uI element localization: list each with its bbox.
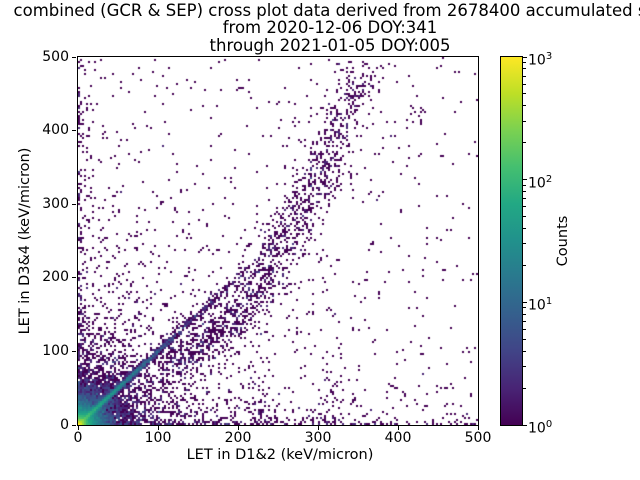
colorbar-minor-tick (523, 320, 526, 322)
colorbar-minor-tick (523, 105, 526, 107)
y-tick-label: 0 (60, 416, 69, 433)
y-tick (72, 424, 76, 426)
colorbar-tick-label: 102 (528, 173, 553, 192)
colorbar-major-tick (523, 179, 527, 181)
y-tick-label: 200 (42, 269, 69, 286)
colorbar-minor-tick (523, 184, 526, 186)
y-axis-label: LET in D3&4 (keV/micron) (17, 147, 33, 335)
hist2d-canvas (78, 57, 478, 425)
x-tick (237, 426, 239, 430)
colorbar-tick-label: 100 (528, 419, 553, 437)
x-tick (157, 426, 159, 430)
y-tick (72, 130, 76, 132)
colorbar-minor-tick (523, 83, 526, 85)
x-tick (77, 426, 79, 430)
colorbar-major-tick (523, 301, 527, 303)
colorbar-minor-tick (523, 142, 526, 144)
colorbar-minor-tick (523, 365, 526, 367)
x-tick-label: 0 (73, 430, 83, 446)
colorbar-minor-tick (523, 243, 526, 245)
chart-title: combined (GCR & SEP) cross plot data der… (13, 1, 640, 20)
colorbar-minor-tick (523, 350, 526, 352)
y-tick (72, 350, 76, 352)
x-tick-label: 100 (144, 430, 172, 446)
colorbar-minor-tick (523, 313, 526, 315)
colorbar-minor-tick (523, 307, 526, 309)
y-tick-label: 400 (42, 122, 69, 139)
colorbar-minor-tick (523, 62, 526, 64)
colorbar (500, 56, 523, 426)
y-tick-label: 100 (42, 342, 69, 359)
colorbar-gradient (501, 57, 522, 425)
colorbar-tick-label: 101 (528, 296, 553, 314)
x-axis-label: LET in D1&2 (keV/micron) (186, 447, 374, 463)
colorbar-minor-tick (523, 75, 526, 77)
chart-title-block: combined (GCR & SEP) cross plot data der… (13, 1, 640, 55)
y-tick (72, 203, 76, 205)
colorbar-minor-tick (523, 93, 526, 95)
x-tick-label: 500 (464, 430, 492, 446)
colorbar-tick-label: 103 (528, 51, 553, 69)
x-tick (477, 426, 479, 430)
x-tick (397, 426, 399, 430)
x-tick-label: 400 (384, 430, 412, 446)
x-tick-label: 300 (304, 430, 332, 446)
colorbar-minor-tick (523, 329, 526, 331)
colorbar-minor-tick (523, 68, 526, 70)
colorbar-major-tick (523, 424, 527, 426)
y-tick-label: 500 (42, 48, 69, 65)
colorbar-minor-tick (523, 206, 526, 208)
plot-frame (77, 56, 479, 426)
colorbar-minor-tick (523, 191, 526, 193)
colorbar-label: Counts (555, 215, 571, 267)
chart-subtitle-through: through 2021-01-05 DOY:005 (209, 35, 451, 55)
colorbar-minor-tick (523, 198, 526, 200)
x-tick-label: 200 (224, 430, 252, 446)
colorbar-minor-tick (523, 227, 526, 229)
x-tick (317, 426, 319, 430)
colorbar-minor-tick (523, 216, 526, 218)
colorbar-major-tick (523, 56, 527, 58)
y-tick (72, 56, 76, 58)
colorbar-minor-tick (523, 338, 526, 340)
y-tick (72, 277, 76, 279)
colorbar-minor-tick (523, 120, 526, 122)
chart-subtitle-from: from 2020-12-06 DOY:341 (222, 18, 438, 38)
colorbar-minor-tick (523, 387, 526, 389)
y-tick-label: 300 (42, 195, 69, 212)
colorbar-minor-tick (523, 264, 526, 266)
